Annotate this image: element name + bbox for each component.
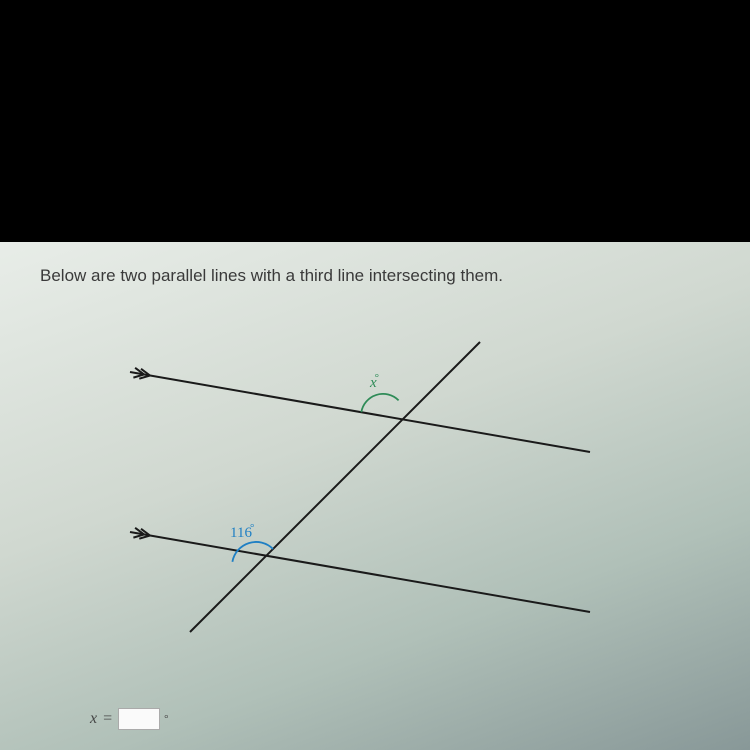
question-text: Below are two parallel lines with a thir…: [40, 266, 710, 286]
x-degree: °: [375, 372, 379, 384]
top-black-bar: [0, 0, 750, 242]
answer-var: x: [90, 710, 97, 728]
known-angle-label: 116°: [230, 522, 254, 542]
answer-degree: °: [164, 713, 168, 725]
answer-row: x = °: [90, 708, 169, 730]
content-area: Below are two parallel lines with a thir…: [0, 242, 750, 750]
upper-parallel-line: [130, 372, 590, 452]
x-angle-label: x°: [370, 372, 379, 392]
lower-line-arrow-icon: [133, 528, 150, 541]
answer-input[interactable]: [118, 708, 160, 730]
diagram-svg: [70, 322, 630, 642]
known-angle-arc: [232, 542, 273, 562]
upper-line-arrow-icon: [133, 368, 150, 381]
lower-parallel-line: [130, 532, 590, 612]
transversal-line: [190, 342, 480, 632]
known-val: 116: [230, 525, 252, 541]
x-angle-arc: [361, 394, 398, 412]
known-degree: °: [250, 522, 254, 534]
geometry-diagram: x° 116°: [70, 322, 630, 642]
answer-equals: =: [103, 710, 112, 728]
